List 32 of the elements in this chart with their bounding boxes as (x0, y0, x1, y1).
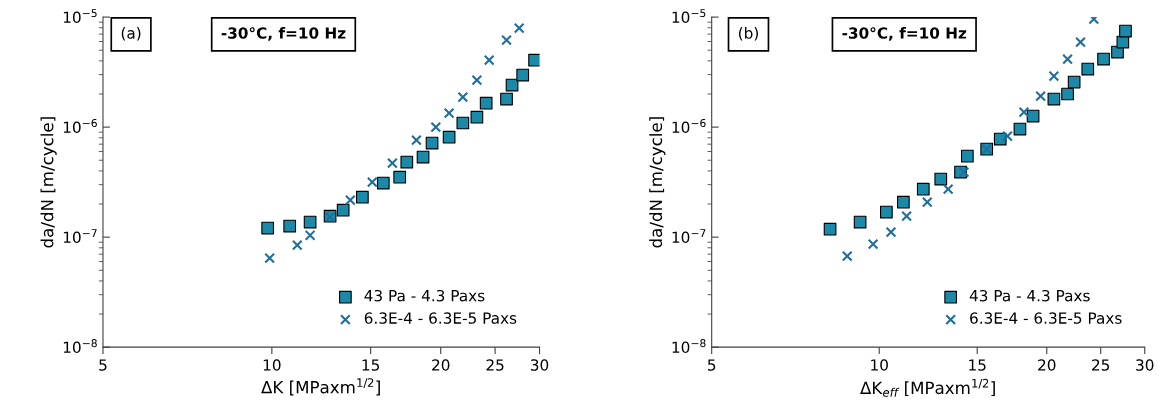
annotation: -30°C, f=10 Hz (842, 27, 967, 41)
x-tick-label: 30 (530, 359, 549, 371)
x-tick-label: 20 (1038, 359, 1056, 371)
x-tick-label: 5 (708, 359, 716, 371)
legend-label: 43 Pa - 4.3 Paxs (969, 289, 1090, 302)
annotation: -30°C, f=10 Hz (221, 27, 346, 41)
y-tick-label: 10$^{−6}$ (63, 119, 97, 134)
y-tick-label: 10$^{−7}$ (672, 229, 706, 244)
x-tick-label: 10 (871, 359, 888, 371)
y-tick-label: 10$^{−5}$ (672, 9, 706, 24)
legend-label: 43 Pa - 4.3 Paxs (364, 289, 485, 302)
y-tick-label: 10$^{−8}$ (672, 339, 706, 354)
y-tick-label: 10$^{−8}$ (63, 339, 97, 354)
annotation: (b) (738, 27, 758, 41)
y-axis-title: da/dN [m/cycle] (40, 117, 57, 248)
annotation: (a) (121, 27, 141, 41)
x-tick-label: 10 (263, 359, 281, 371)
x-axis-title: ΔK [MPaxm$^{1/2}$] (261, 378, 380, 396)
x-tick-label: 5 (99, 359, 107, 371)
y-tick-label: 10$^{−7}$ (63, 229, 97, 244)
x-tick-label: 15 (362, 359, 380, 371)
y-axis-title: da/dN [m/cycle] (649, 117, 666, 248)
x-tick-label: 30 (1136, 359, 1154, 371)
x-axis-title: ΔK$_{eff}$ [MPaxm$^{1/2}$] (860, 378, 995, 397)
x-tick-label: 20 (432, 359, 450, 371)
legend-label: 6.3E-4 - 6.3E-5 Paxs (970, 312, 1122, 324)
legend-label: 6.3E-4 - 6.3E-5 Paxs (364, 312, 517, 324)
y-tick-label: 10$^{−6}$ (672, 119, 706, 134)
x-tick-label: 15 (969, 359, 986, 371)
x-tick-label: 25 (1092, 359, 1110, 371)
x-tick-label: 25 (486, 359, 504, 371)
y-tick-label: 10$^{−5}$ (63, 9, 97, 24)
